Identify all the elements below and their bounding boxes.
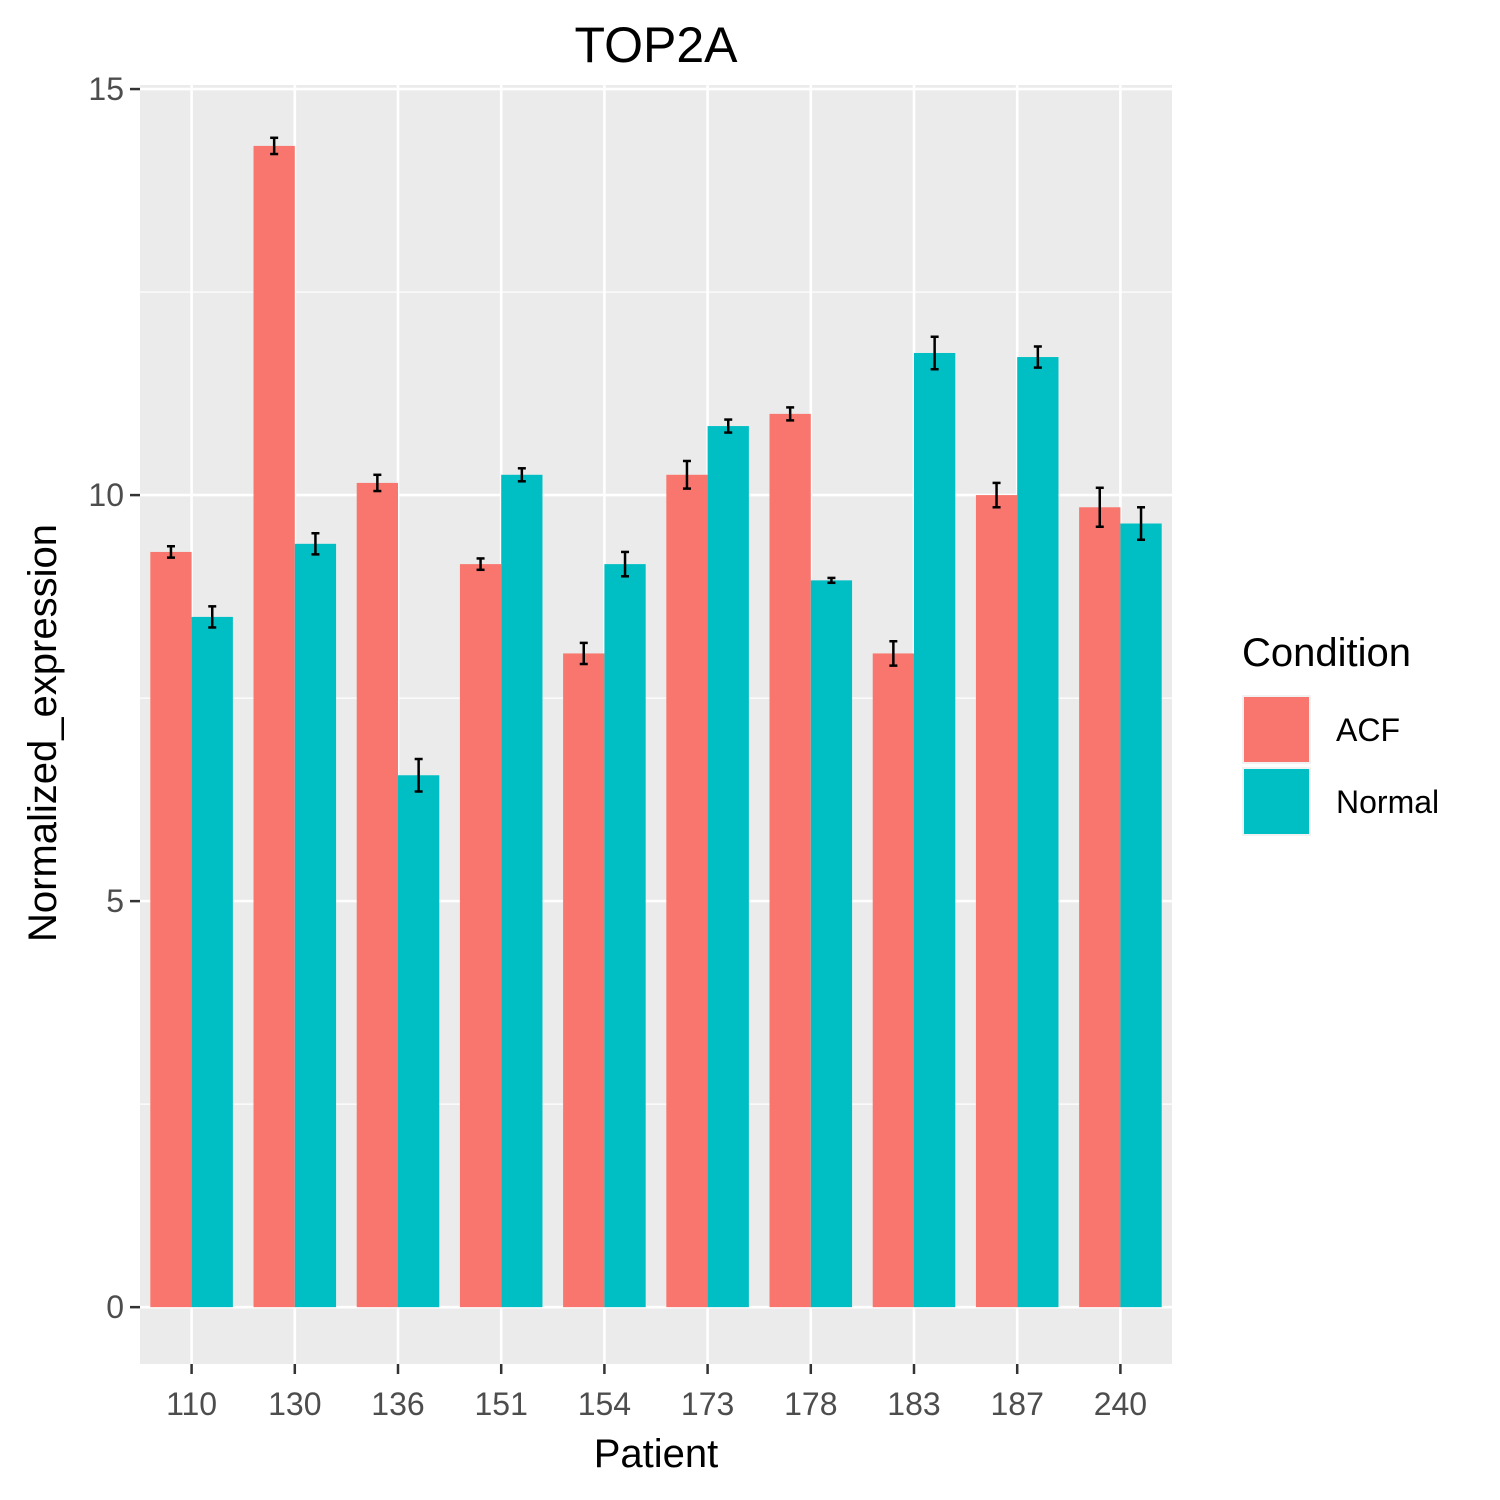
bar-acf-136: [356, 482, 398, 1308]
bar-normal-154: [604, 564, 646, 1308]
bar-normal-183: [914, 352, 956, 1308]
error-bar: [166, 545, 175, 559]
error-bar: [476, 557, 485, 572]
error-bar: [1137, 506, 1146, 542]
bar-acf-178: [769, 413, 811, 1308]
x-tick-label: 154: [578, 1386, 631, 1422]
x-tick-label: 130: [268, 1386, 321, 1422]
error-bar: [311, 532, 320, 556]
y-axis-title: Normalized_expression: [21, 524, 65, 942]
bar-normal-240: [1120, 523, 1162, 1308]
error-bar: [1033, 345, 1042, 369]
y-tick-label: 10: [88, 477, 124, 513]
x-axis-title: Patient: [594, 1432, 719, 1476]
bar-normal-130: [294, 543, 337, 1308]
bar-acf-187: [975, 495, 1018, 1308]
bar-normal-136: [398, 775, 440, 1308]
bar-acf-154: [563, 653, 605, 1308]
error-bar: [208, 605, 217, 629]
bar-normal-178: [810, 580, 853, 1308]
bars: [150, 145, 1162, 1308]
error-bar: [889, 640, 898, 667]
bar-acf-240: [1079, 507, 1121, 1308]
x-tick-label: 151: [475, 1386, 528, 1422]
legend-label-normal: Normal: [1336, 784, 1439, 820]
error-bar: [786, 406, 795, 422]
legend-key-acf: [1244, 697, 1309, 762]
legend-key-normal: [1244, 769, 1309, 834]
bar-normal-173: [707, 426, 749, 1308]
error-bar: [517, 467, 526, 483]
legend-label-acf: ACF: [1336, 712, 1400, 748]
y-tick-label: 0: [106, 1289, 124, 1325]
error-bars: [166, 136, 1146, 793]
legend-title: Condition: [1242, 631, 1411, 675]
y-tick-label: 5: [106, 883, 124, 919]
bar-normal-187: [1017, 357, 1059, 1308]
error-bar: [724, 418, 733, 434]
error-bar: [270, 136, 279, 156]
error-bar: [373, 473, 382, 493]
bar-normal-151: [501, 474, 543, 1308]
error-bar: [992, 481, 1001, 509]
bar-normal-110: [191, 616, 233, 1308]
error-bar: [414, 757, 423, 793]
x-tick-label: 240: [1094, 1386, 1147, 1422]
x-tick-label: 187: [991, 1386, 1044, 1422]
error-bar: [579, 641, 588, 666]
error-bar: [621, 550, 630, 578]
bar-acf-151: [459, 564, 502, 1308]
error-bar: [930, 335, 939, 371]
chart-title: TOP2A: [574, 17, 738, 73]
x-axis: 110 130 136 151 154 173 178 183 187 240: [166, 1364, 1147, 1422]
y-axis: 0 5 10 15: [88, 71, 140, 1325]
error-bar: [682, 459, 691, 490]
x-tick-label: 110: [166, 1386, 217, 1422]
error-bar: [827, 576, 836, 585]
error-bar: [1095, 486, 1104, 529]
x-tick-label: 178: [784, 1386, 837, 1422]
x-tick-label: 173: [681, 1386, 734, 1422]
bar-acf-173: [666, 474, 708, 1308]
x-tick-label: 183: [887, 1386, 940, 1422]
y-tick-label: 15: [88, 71, 124, 107]
x-tick-label: 136: [371, 1386, 424, 1422]
bar-acf-183: [872, 653, 914, 1308]
bar-acf-110: [150, 551, 192, 1308]
bar-acf-130: [253, 145, 295, 1308]
legend: Condition ACF Normal: [1242, 631, 1439, 836]
